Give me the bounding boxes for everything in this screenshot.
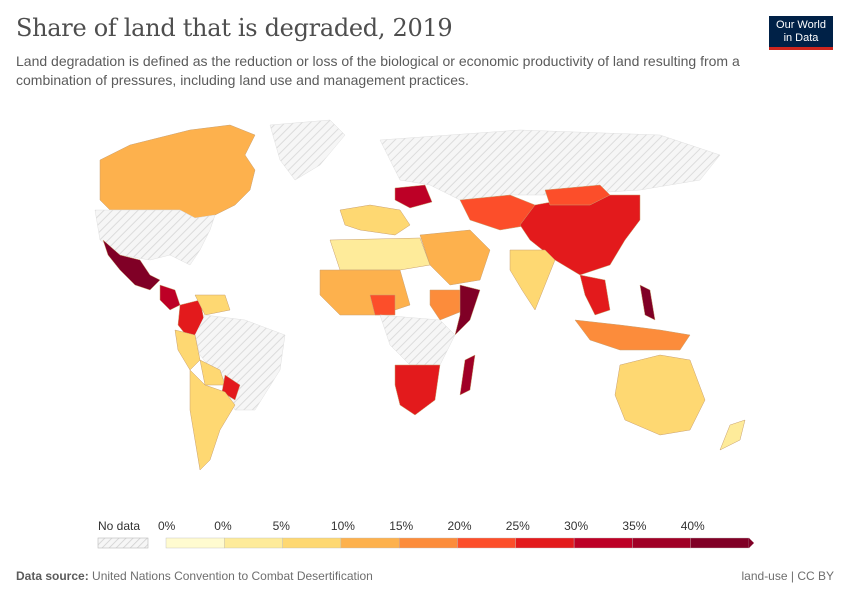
country-region[interactable]: Mexico xyxy=(102,239,161,291)
legend-bin[interactable] xyxy=(282,537,342,549)
country-region[interactable]: Ukraine xyxy=(394,184,433,209)
legend-bin[interactable] xyxy=(340,537,400,549)
legend-tick-label: 15% xyxy=(389,519,413,533)
country-region[interactable]: Nigeria xyxy=(369,294,396,316)
legend-arrow xyxy=(749,538,754,548)
logo-line-2: in Data xyxy=(783,32,819,44)
legend-no-data-label: No data xyxy=(98,519,140,533)
legend-tick-label: 40% xyxy=(681,519,705,533)
country-region[interactable]: Philippines xyxy=(639,284,656,321)
legend-bin[interactable] xyxy=(399,537,458,549)
country-region[interactable]: India xyxy=(509,249,556,311)
country-region[interactable]: Southern Africa xyxy=(394,364,441,416)
legend-bin[interactable] xyxy=(457,537,516,549)
country-region[interactable]: Mongolia xyxy=(544,184,611,206)
data-source: Data source: United Nations Convention t… xyxy=(16,569,373,583)
country-region[interactable]: Peru xyxy=(174,329,201,371)
country-region[interactable]: Canada xyxy=(99,124,256,219)
country-region[interactable]: Western Europe xyxy=(339,204,411,236)
chart-subtitle: Land degradation is defined as the reduc… xyxy=(16,53,740,88)
legend-tick-label: 0% xyxy=(158,519,176,533)
country-region[interactable]: Venezuela xyxy=(194,294,231,316)
legend-tick-label: 5% xyxy=(273,519,291,533)
license-text: land-use | CC BY xyxy=(741,569,835,583)
legend-bin[interactable] xyxy=(515,537,575,549)
legend-bin[interactable] xyxy=(224,537,283,549)
legend-bin[interactable] xyxy=(632,537,691,549)
chart-title: Share of land that is degraded, 2019 xyxy=(16,14,453,42)
country-region[interactable]: Ethiopia xyxy=(429,289,466,321)
country-region[interactable]: Central America xyxy=(159,284,181,311)
country-region[interactable]: Australia xyxy=(614,354,706,436)
legend-no-data-swatch xyxy=(97,537,149,549)
data-source-label: Data source: xyxy=(16,569,89,583)
legend-tick-label: 35% xyxy=(622,519,646,533)
legend-tick-label: 30% xyxy=(564,519,588,533)
country-region[interactable]: Middle East xyxy=(419,229,491,286)
country-region[interactable]: Somalia xyxy=(454,284,481,336)
country-region[interactable]: West Africa xyxy=(319,269,411,316)
legend-bin[interactable] xyxy=(573,537,633,549)
country-region[interactable]: Central Africa xyxy=(379,314,456,366)
color-legend: No data 0% 0% 5% 10% 15% 20% 25% 30% 35% 40% xyxy=(97,519,754,549)
legend-bin[interactable] xyxy=(690,537,750,549)
owid-logo[interactable]: Our World in Data xyxy=(769,16,833,50)
country-region[interactable]: Madagascar xyxy=(459,354,476,396)
world-map: CanadaUnited StatesGreenlandMexicoCentra… xyxy=(94,119,746,471)
legend-tick-label: 0% xyxy=(214,519,232,533)
country-region[interactable]: Indonesia xyxy=(574,319,691,351)
country-region[interactable]: Southeast Asia xyxy=(579,274,611,316)
country-region[interactable]: Brazil xyxy=(194,314,286,411)
country-region[interactable]: Argentina & Chile xyxy=(189,369,236,471)
country-region[interactable]: North Africa xyxy=(329,237,431,271)
logo-line-1: Our World xyxy=(776,19,826,31)
legend-bin[interactable] xyxy=(165,537,225,549)
legend-tick-label: 20% xyxy=(448,519,472,533)
country-region[interactable]: Greenland xyxy=(269,119,346,181)
legend-tick-label: 10% xyxy=(331,519,355,533)
data-source-text: United Nations Convention to Combat Dese… xyxy=(92,569,373,583)
legend-tick-label: 25% xyxy=(506,519,530,533)
country-region[interactable]: New Zealand xyxy=(719,419,746,451)
